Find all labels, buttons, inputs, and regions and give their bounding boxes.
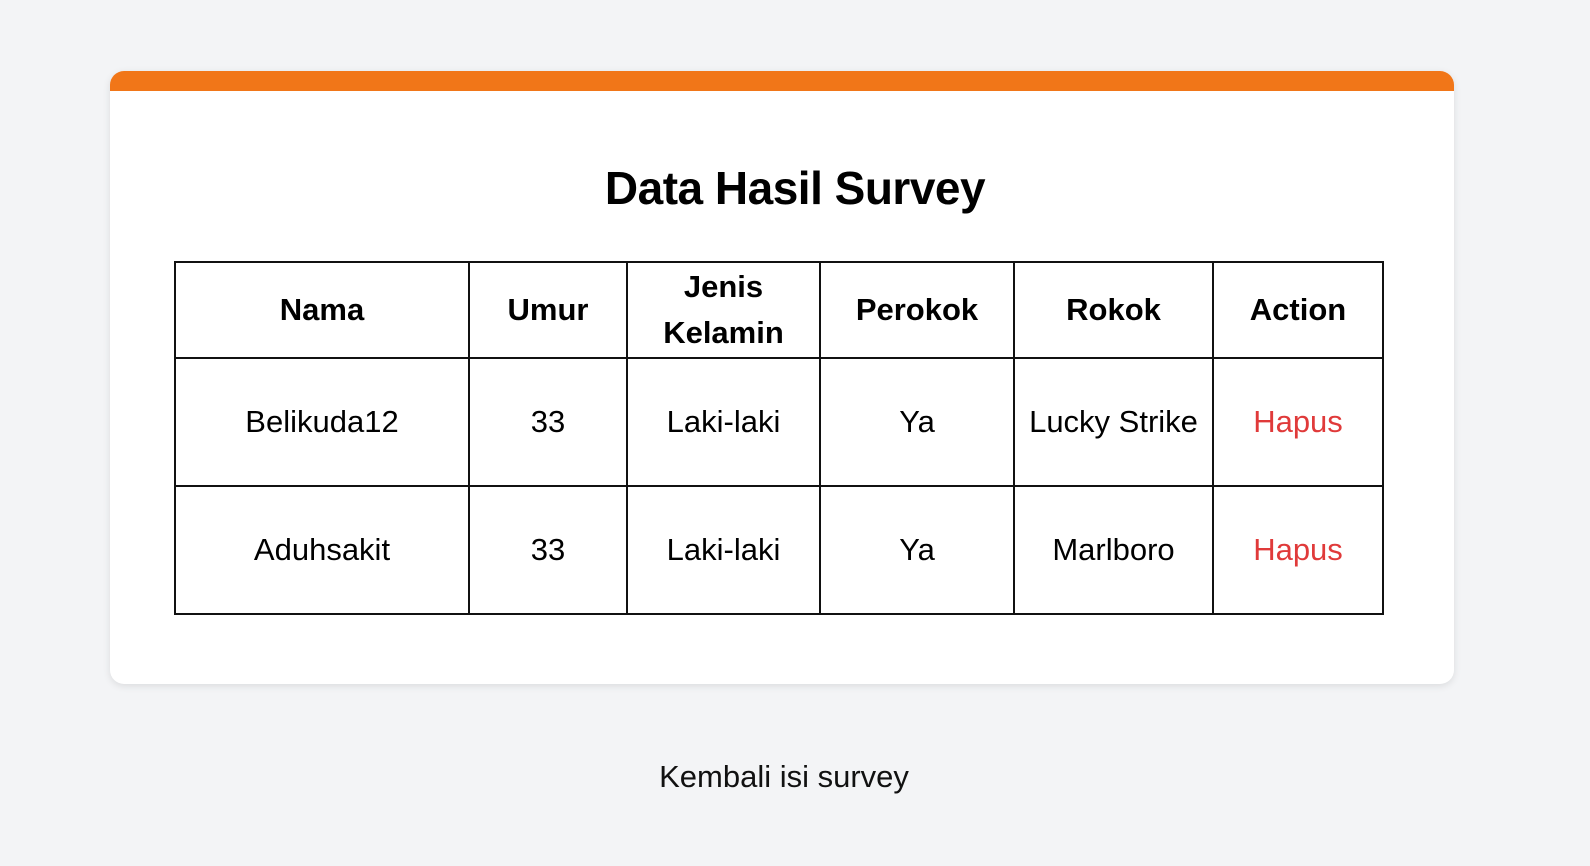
cell-rokok: Marlboro (1013, 485, 1214, 615)
cell-rokok: Lucky Strike (1013, 357, 1214, 487)
card-accent-bar (110, 71, 1454, 91)
cell-jenis-kelamin: Laki-laki (626, 357, 821, 487)
header-nama: Nama (174, 261, 470, 359)
delete-link[interactable]: Hapus (1253, 404, 1343, 439)
header-rokok: Rokok (1013, 261, 1214, 359)
header-action: Action (1212, 261, 1384, 359)
header-perokok: Perokok (819, 261, 1015, 359)
cell-action: Hapus (1212, 485, 1384, 615)
cell-umur: 33 (468, 357, 628, 487)
cell-action: Hapus (1212, 357, 1384, 487)
table-header-row: Nama Umur Jenis Kelamin Perokok Rokok Ac… (174, 261, 1384, 359)
table-wrapper: Nama Umur Jenis Kelamin Perokok Rokok Ac… (110, 71, 1454, 684)
page-title: Data Hasil Survey (604, 162, 986, 214)
cell-perokok: Ya (819, 485, 1015, 615)
back-to-survey-link[interactable]: Kembali isi survey (659, 759, 909, 794)
header-umur: Umur (468, 261, 628, 359)
cell-nama: Belikuda12 (174, 357, 470, 487)
cell-nama: Aduhsakit (174, 485, 470, 615)
cell-jenis-kelamin: Laki-laki (626, 485, 821, 615)
delete-link[interactable]: Hapus (1253, 532, 1343, 567)
survey-table: Nama Umur Jenis Kelamin Perokok Rokok Ac… (174, 261, 1384, 615)
header-jenis-kelamin: Jenis Kelamin (626, 261, 821, 359)
cell-perokok: Ya (819, 357, 1015, 487)
cell-umur: 33 (468, 485, 628, 615)
table-row: Belikuda12 33 Laki-laki Ya Lucky Strike … (174, 357, 1384, 487)
table-row: Aduhsakit 33 Laki-laki Ya Marlboro Hapus (174, 485, 1384, 615)
